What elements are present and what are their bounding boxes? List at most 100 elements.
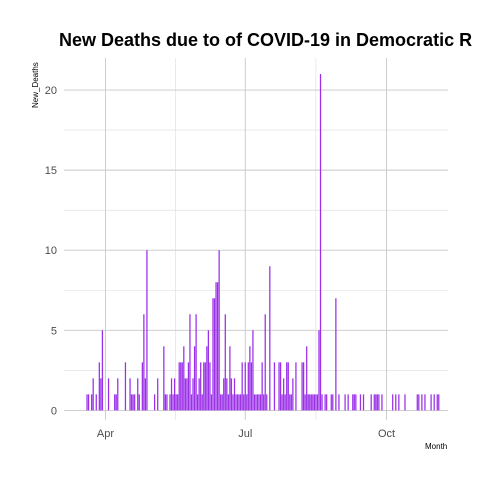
bar	[232, 394, 234, 411]
bar	[283, 378, 285, 411]
bar	[134, 394, 136, 411]
bar	[153, 394, 156, 411]
bar	[284, 394, 286, 411]
bar	[213, 298, 216, 411]
bar	[223, 378, 225, 411]
y-tick-label: 15	[45, 165, 57, 177]
x-tick-label: Oct	[378, 428, 395, 440]
bar	[258, 394, 260, 411]
bar	[115, 394, 117, 411]
bar	[315, 394, 317, 411]
bar	[376, 394, 378, 411]
bar	[313, 394, 315, 411]
bar	[264, 314, 266, 411]
bar	[433, 394, 435, 411]
bar	[321, 394, 323, 411]
bar	[438, 394, 440, 411]
bar	[244, 362, 246, 411]
bar	[144, 378, 147, 411]
bar	[157, 378, 159, 411]
bar	[352, 394, 354, 411]
bar	[100, 378, 102, 411]
bar	[304, 394, 306, 411]
bar	[261, 362, 263, 411]
bar	[306, 346, 308, 411]
bar	[430, 394, 432, 411]
bar	[107, 378, 110, 411]
bar	[190, 394, 193, 411]
bar	[249, 346, 251, 411]
bar	[172, 394, 174, 411]
bar	[424, 394, 426, 411]
bar	[381, 394, 383, 411]
bar	[236, 394, 239, 411]
bar	[316, 394, 319, 411]
bar	[226, 378, 228, 411]
bar	[212, 298, 214, 411]
bar	[246, 394, 248, 411]
bar	[335, 298, 337, 411]
bar	[307, 394, 309, 411]
bar	[362, 394, 365, 411]
bar	[197, 394, 199, 411]
bar	[332, 394, 334, 411]
bar	[418, 394, 420, 411]
bar	[91, 394, 93, 411]
bar	[416, 394, 418, 411]
bar	[353, 394, 355, 411]
bar	[319, 74, 322, 411]
bar	[230, 378, 233, 411]
bar	[132, 394, 134, 411]
bar	[200, 362, 202, 411]
bar	[289, 394, 291, 411]
bar	[207, 330, 210, 411]
bar	[177, 394, 179, 411]
bar	[178, 362, 180, 411]
bar	[95, 394, 97, 411]
bar	[292, 378, 294, 411]
bar	[193, 346, 196, 411]
bar	[130, 394, 133, 411]
bar	[206, 346, 208, 411]
bar	[302, 362, 305, 411]
y-tick-label: 10	[45, 245, 57, 257]
bar	[398, 394, 400, 411]
bar	[287, 362, 289, 411]
bar	[301, 362, 303, 411]
bar	[86, 394, 88, 411]
bar	[141, 362, 143, 411]
bar	[355, 394, 357, 411]
bar	[173, 378, 176, 411]
bar	[253, 394, 256, 411]
bar	[256, 394, 259, 411]
bar	[215, 282, 217, 411]
bar	[87, 394, 90, 411]
bar	[137, 378, 139, 411]
bar	[192, 378, 194, 411]
bar	[338, 394, 340, 411]
bar	[309, 394, 311, 411]
bar	[124, 362, 127, 411]
bar	[201, 394, 203, 411]
bar	[117, 378, 119, 411]
bar	[312, 394, 314, 411]
bar	[224, 314, 226, 411]
x-axis-label: Month	[425, 442, 447, 451]
bar	[198, 378, 200, 411]
bar	[203, 362, 205, 411]
bar	[263, 394, 265, 411]
bar	[252, 330, 254, 411]
bar	[189, 314, 191, 411]
bar	[375, 394, 377, 411]
y-tick-label: 20	[45, 85, 57, 97]
y-axis-label: New_Deaths	[31, 62, 40, 108]
bar	[238, 394, 240, 411]
bar	[324, 394, 326, 411]
bar	[227, 394, 229, 411]
bar	[318, 330, 320, 411]
bar	[163, 346, 165, 411]
bar	[436, 394, 438, 411]
bar	[266, 394, 268, 411]
bar	[166, 394, 168, 411]
bar	[164, 394, 167, 411]
